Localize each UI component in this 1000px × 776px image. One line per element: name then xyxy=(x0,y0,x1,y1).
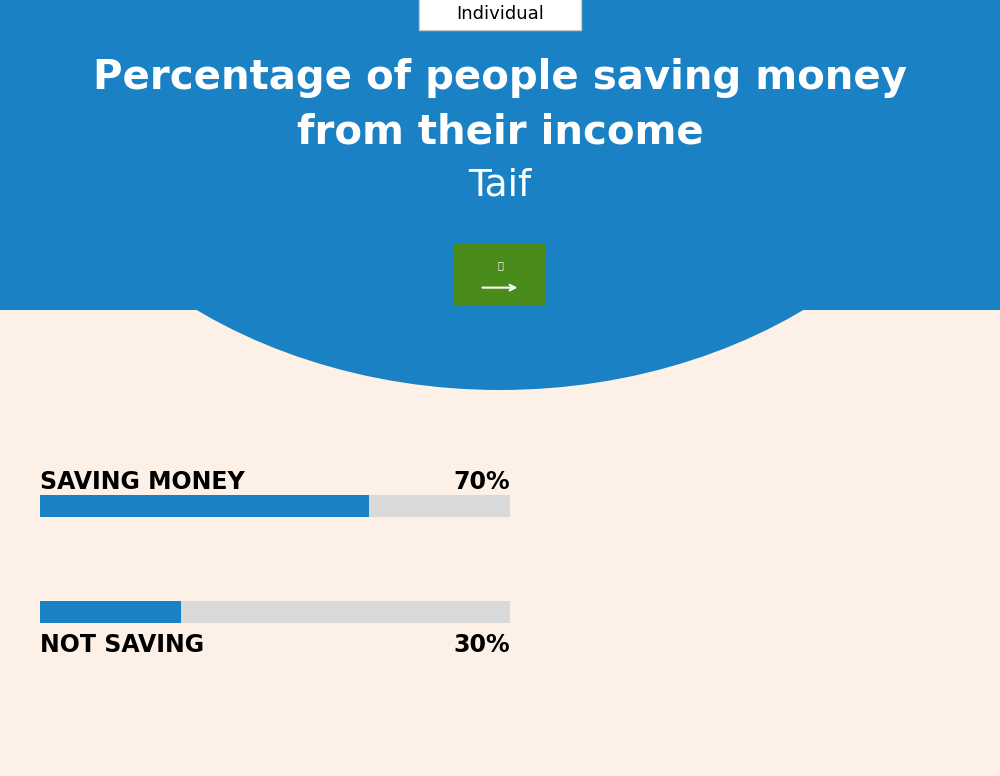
FancyBboxPatch shape xyxy=(419,0,581,30)
Text: Taif: Taif xyxy=(468,167,532,203)
Bar xyxy=(454,243,546,305)
Text: NOT SAVING: NOT SAVING xyxy=(40,633,204,657)
Bar xyxy=(0,0,1000,310)
Bar xyxy=(40,601,181,623)
Text: 70%: 70% xyxy=(453,470,510,494)
Text: from their income: from their income xyxy=(297,113,703,153)
Bar xyxy=(40,495,510,517)
Bar xyxy=(40,495,369,517)
Text: Individual: Individual xyxy=(456,5,544,23)
Text: ﷽: ﷽ xyxy=(497,260,503,270)
Text: 30%: 30% xyxy=(453,633,510,657)
Text: Percentage of people saving money: Percentage of people saving money xyxy=(93,58,907,98)
Ellipse shape xyxy=(0,0,1000,390)
Bar xyxy=(40,601,510,623)
Text: SAVING MONEY: SAVING MONEY xyxy=(40,470,245,494)
